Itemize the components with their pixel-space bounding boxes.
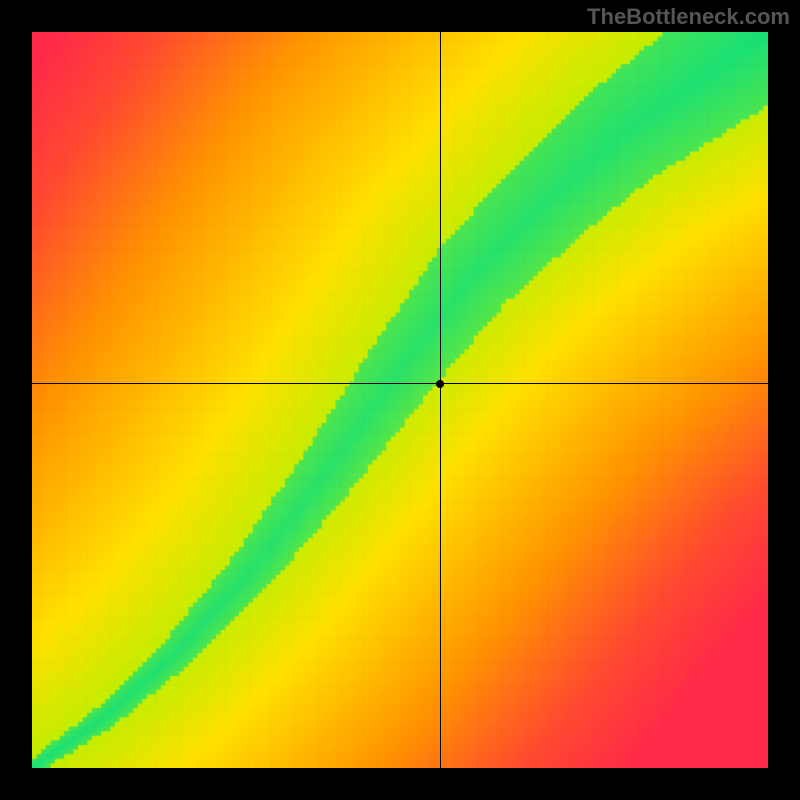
crosshair-horizontal <box>32 383 768 384</box>
watermark-text: TheBottleneck.com <box>587 4 790 30</box>
plot-frame <box>32 32 768 768</box>
crosshair-vertical <box>440 32 441 768</box>
chart-container: TheBottleneck.com <box>0 0 800 800</box>
heatmap-canvas <box>32 32 768 768</box>
